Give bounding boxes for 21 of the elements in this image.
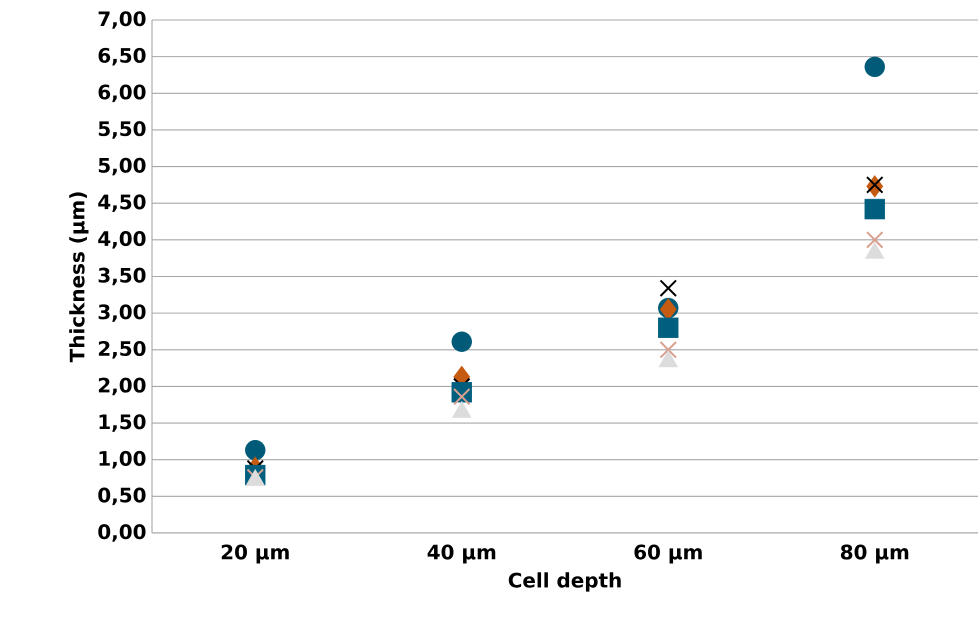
y-tick-label: 0,50: [98, 488, 146, 506]
x-tick-label: 60 µm: [634, 544, 702, 564]
x-axis-title: Cell depth: [508, 572, 621, 592]
y-tick-label: 4,00: [98, 231, 146, 249]
x-tick-label: 80 µm: [840, 544, 908, 564]
y-tick-label: 3,00: [98, 304, 146, 322]
y-tick-label: 4,50: [98, 194, 146, 212]
y-tick-label: 2,00: [98, 378, 146, 396]
y-tick-label: 2,50: [98, 340, 146, 359]
x-tick-label: 20 µm: [222, 544, 289, 564]
x-tick-label: 40 µm: [428, 544, 496, 564]
y-tick-label: 6,50: [98, 48, 146, 66]
y-tick-label: 5,50: [98, 121, 146, 139]
y-tick-label: 0,00: [98, 524, 146, 542]
y-tick-label: 6,00: [98, 84, 146, 102]
y-tick-label: 3,50: [98, 268, 146, 286]
y-tick-label: 5,00: [98, 158, 146, 176]
y-tick-label: 7,00: [98, 11, 146, 29]
y-tick-label: 1,50: [100, 414, 146, 432]
y-tick-label: 1,00: [100, 450, 146, 469]
y-axis-title: Thickness (µm): [69, 192, 88, 362]
